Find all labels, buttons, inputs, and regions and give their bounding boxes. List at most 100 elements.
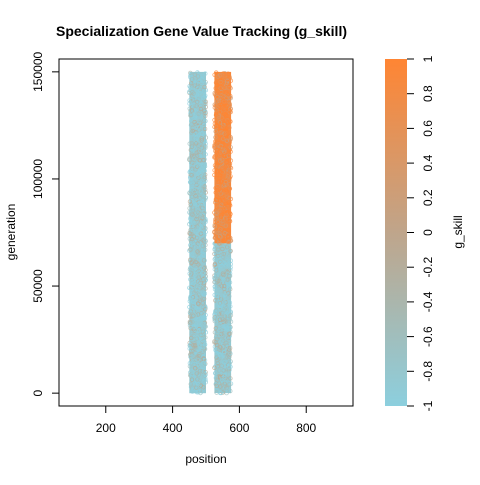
x-tick-label: 200 [96, 421, 116, 435]
data-point [222, 349, 227, 355]
data-point [194, 216, 199, 222]
data-point [200, 329, 206, 334]
data-point [202, 226, 208, 232]
data-point [215, 88, 220, 94]
data-point [217, 317, 223, 322]
data-point [219, 198, 225, 203]
colorbar-tick-label: -0.6 [421, 326, 435, 347]
data-point [192, 119, 197, 125]
data-point [218, 263, 224, 269]
data-point [213, 196, 219, 202]
data-point [226, 364, 232, 370]
data-point [195, 231, 201, 236]
data-point [189, 348, 194, 353]
data-point [199, 136, 204, 141]
data-point [199, 138, 204, 143]
data-point [222, 229, 227, 234]
data-point [203, 218, 208, 223]
data-point [194, 371, 199, 376]
data-point [194, 187, 200, 192]
data-point [188, 247, 193, 252]
data-point [228, 196, 234, 202]
data-point [191, 313, 196, 318]
data-point [193, 357, 199, 363]
data-point [216, 352, 221, 358]
y-tick-label: 0 [31, 389, 45, 396]
data-point [221, 153, 227, 158]
data-point [224, 126, 229, 131]
data-point [212, 365, 217, 370]
data-point [225, 269, 230, 275]
data-point [191, 162, 196, 167]
data-point [196, 79, 201, 84]
data-point [226, 153, 231, 158]
data-point [212, 102, 217, 107]
data-point [203, 239, 208, 244]
data-point [224, 130, 229, 136]
data-point [213, 135, 218, 140]
data-point [202, 307, 208, 312]
data-point [193, 348, 198, 354]
data-point [190, 252, 195, 257]
data-point [215, 123, 221, 128]
data-point [213, 129, 218, 134]
data-point [195, 249, 200, 254]
y-tick-label: 150000 [31, 52, 45, 92]
data-point [192, 244, 197, 250]
data-point [191, 343, 196, 348]
data-point [222, 210, 227, 215]
data-point [196, 283, 201, 288]
colorbar-tick-label: 1 [421, 55, 435, 62]
data-point [197, 352, 202, 357]
data-point [227, 314, 233, 319]
data-point [193, 305, 199, 310]
data-point [188, 202, 193, 207]
data-point [227, 186, 232, 191]
series-band-1 [187, 70, 209, 396]
data-point [212, 261, 218, 267]
y-tick-label: 100000 [31, 159, 45, 199]
data-point [189, 173, 194, 178]
data-point [200, 78, 205, 83]
data-point [195, 202, 200, 207]
data-point [187, 271, 192, 276]
data-point [188, 81, 194, 86]
colorbar-tick-label: 0.6 [421, 120, 435, 137]
data-point [219, 130, 224, 135]
data-point [199, 221, 205, 226]
data-point [193, 138, 199, 143]
data-point [225, 325, 230, 331]
data-point [228, 95, 233, 101]
data-point [214, 347, 220, 352]
data-point [225, 139, 231, 144]
data-point [196, 226, 202, 232]
data-point [202, 321, 207, 326]
data-point [214, 140, 219, 145]
data-point [225, 277, 231, 282]
data-point [214, 175, 219, 181]
data-point [194, 274, 200, 279]
data-point [227, 165, 233, 170]
data-point [222, 310, 227, 315]
data-point [212, 229, 217, 235]
data-point [194, 92, 200, 97]
data-point [217, 368, 223, 373]
data-point [198, 243, 204, 248]
data-point [189, 363, 195, 369]
data-point [188, 242, 193, 248]
data-point [193, 125, 199, 131]
data-point [221, 319, 226, 325]
data-point [215, 219, 221, 224]
data-point [221, 83, 227, 88]
data-point [192, 132, 198, 137]
data-point [213, 80, 219, 85]
data-point [224, 103, 230, 109]
data-point [225, 120, 230, 125]
colorbar-tick-label: -0.2 [421, 257, 435, 278]
data-point [202, 247, 208, 252]
data-point [226, 279, 231, 284]
data-point [225, 168, 230, 174]
data-point [212, 143, 218, 149]
data-point [225, 204, 230, 209]
